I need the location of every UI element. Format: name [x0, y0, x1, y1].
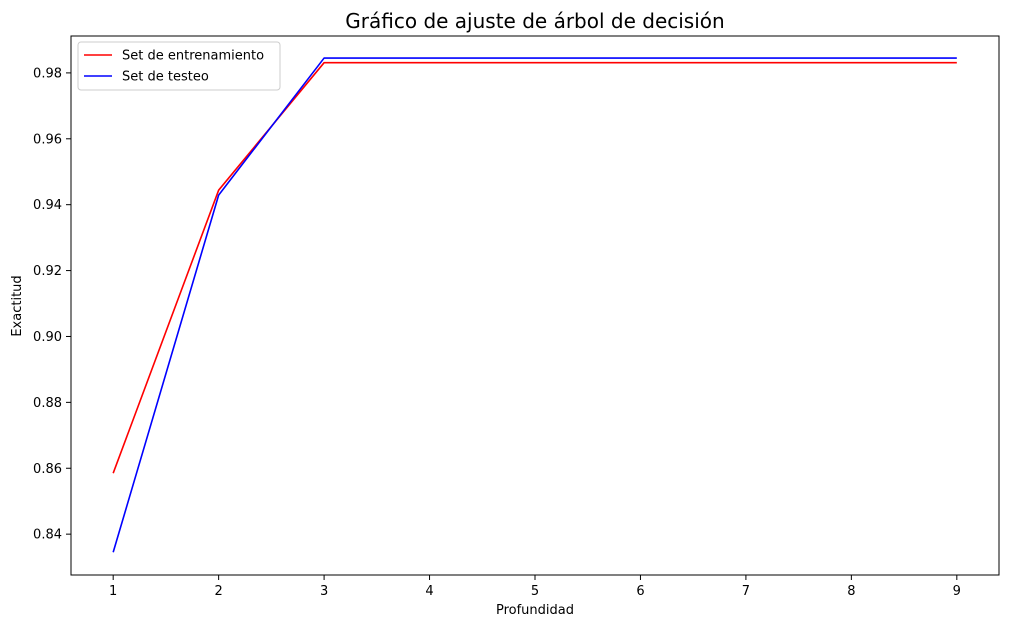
x-tick-label: 9 — [953, 584, 961, 599]
y-tick-label: 0.98 — [33, 66, 62, 81]
y-tick-label: 0.90 — [33, 330, 62, 345]
legend-label-1: Set de entrenamiento — [122, 49, 264, 64]
x-tick-label: 2 — [214, 584, 222, 599]
x-tick-label: 4 — [425, 584, 433, 599]
x-tick-label: 7 — [742, 584, 750, 599]
y-tick-label: 0.84 — [33, 528, 62, 543]
y-axis: 0.84 0.86 0.88 0.90 0.92 0.94 0.96 0.98 — [33, 66, 71, 543]
plot-frame — [70, 35, 1000, 576]
plot-series — [112, 57, 957, 553]
series-line-1 — [112, 61, 957, 474]
y-tick-label: 0.94 — [33, 198, 62, 213]
x-axis-label: Profundidad — [496, 603, 574, 618]
x-tick-label: 1 — [109, 584, 117, 599]
x-tick-label: 8 — [847, 584, 855, 599]
legend-box — [77, 41, 281, 91]
y-axis-label: Exactitud — [10, 275, 25, 336]
x-axis: 1 2 3 4 5 6 7 8 9 — [109, 575, 961, 599]
x-tick-label: 6 — [636, 584, 644, 599]
y-tick-label: 0.96 — [33, 132, 62, 147]
y-tick-label: 0.92 — [33, 264, 62, 279]
y-tick-label: 0.86 — [33, 462, 62, 477]
x-tick-label: 3 — [320, 584, 328, 599]
legend-label-2: Set de testeo — [122, 70, 209, 85]
legend: Set de entrenamiento Set de testeo — [77, 41, 281, 91]
chart-title: Gráfico de ajuste de árbol de decisión — [345, 9, 724, 33]
series-line-2 — [112, 57, 957, 553]
x-tick-label: 5 — [531, 584, 539, 599]
y-tick-label: 0.88 — [33, 396, 62, 411]
